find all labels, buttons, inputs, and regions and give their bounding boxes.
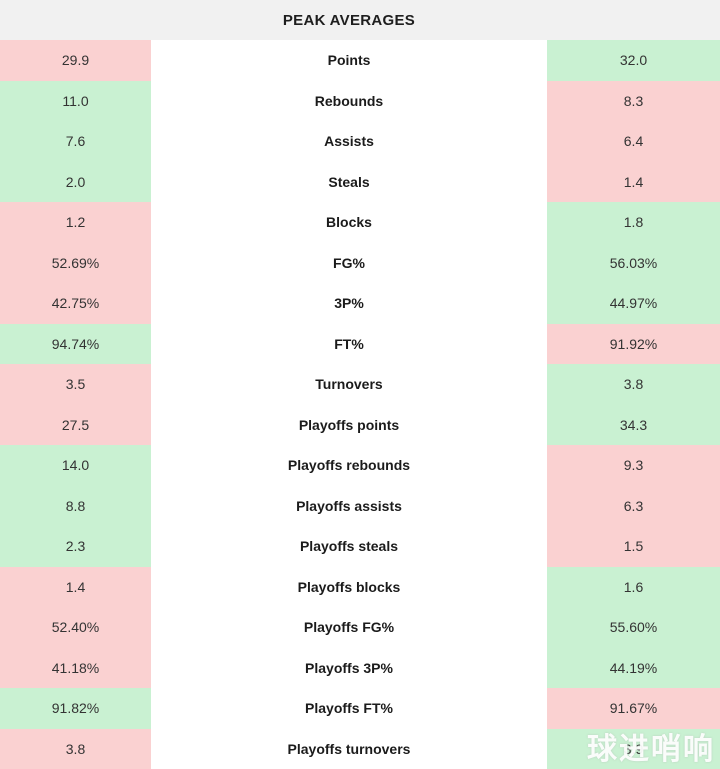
- left-value-cell: 3.5: [0, 364, 151, 405]
- right-value-cell: 44.19%: [547, 647, 720, 688]
- stat-label: Points: [151, 40, 547, 81]
- stat-row: 41.18% Playoffs 3P% 44.19%: [0, 647, 720, 688]
- right-value-cell: 3.9: [547, 728, 720, 769]
- stat-label: Assists: [151, 121, 547, 162]
- right-value-cell: 6.3: [547, 485, 720, 526]
- left-value-cell: 91.82%: [0, 688, 151, 729]
- stat-label: Playoffs steals: [151, 526, 547, 567]
- stat-label: FT%: [151, 323, 547, 364]
- table-header: PEAK AVERAGES: [0, 0, 720, 40]
- right-value-cell: 91.92%: [547, 323, 720, 364]
- stat-row: 1.2 Blocks 1.8: [0, 202, 720, 243]
- left-value-cell: 8.8: [0, 485, 151, 526]
- stat-row: 8.8 Playoffs assists 6.3: [0, 485, 720, 526]
- stat-row: 91.82% Playoffs FT% 91.67%: [0, 688, 720, 729]
- stat-row: 42.75% 3P% 44.97%: [0, 283, 720, 324]
- left-value-cell: 11.0: [0, 80, 151, 121]
- header-left-spacer: [0, 0, 151, 40]
- left-value-cell: 52.69%: [0, 242, 151, 283]
- stat-row: 2.3 Playoffs steals 1.5: [0, 526, 720, 567]
- left-value-cell: 27.5: [0, 404, 151, 445]
- stat-label: Blocks: [151, 202, 547, 243]
- left-value-cell: 1.4: [0, 566, 151, 607]
- stat-row: 29.9 Points 32.0: [0, 40, 720, 81]
- left-value-cell: 1.2: [0, 202, 151, 243]
- stat-row: 52.69% FG% 56.03%: [0, 242, 720, 283]
- stat-label: Playoffs blocks: [151, 566, 547, 607]
- page-title: PEAK AVERAGES: [282, 11, 416, 29]
- right-value-cell: 1.5: [547, 526, 720, 567]
- right-value-cell: 1.4: [547, 161, 720, 202]
- stat-label: FG%: [151, 242, 547, 283]
- right-value-cell: 55.60%: [547, 607, 720, 648]
- left-value-cell: 2.0: [0, 161, 151, 202]
- stat-label: 3P%: [151, 283, 547, 324]
- left-value-cell: 2.3: [0, 526, 151, 567]
- stat-row: 1.4 Playoffs blocks 1.6: [0, 566, 720, 607]
- stat-label: Playoffs turnovers: [151, 728, 547, 769]
- right-value-cell: 6.4: [547, 121, 720, 162]
- left-value-cell: 42.75%: [0, 283, 151, 324]
- stat-rows: 29.9 Points 32.0 11.0 Rebounds 8.3 7.6 A…: [0, 40, 720, 769]
- right-value-cell: 1.8: [547, 202, 720, 243]
- stat-label: Playoffs rebounds: [151, 445, 547, 486]
- left-value-cell: 29.9: [0, 40, 151, 81]
- right-value-cell: 56.03%: [547, 242, 720, 283]
- left-value-cell: 7.6: [0, 121, 151, 162]
- stat-label: Rebounds: [151, 80, 547, 121]
- right-value-cell: 1.6: [547, 566, 720, 607]
- stat-label: Playoffs FT%: [151, 688, 547, 729]
- stat-label: Playoffs points: [151, 404, 547, 445]
- stat-label: Turnovers: [151, 364, 547, 405]
- right-value-cell: 91.67%: [547, 688, 720, 729]
- left-value-cell: 52.40%: [0, 607, 151, 648]
- right-value-cell: 3.8: [547, 364, 720, 405]
- stat-label: Steals: [151, 161, 547, 202]
- stat-row: 27.5 Playoffs points 34.3: [0, 404, 720, 445]
- stat-label: Playoffs 3P%: [151, 647, 547, 688]
- stat-row: 94.74% FT% 91.92%: [0, 323, 720, 364]
- stat-row: 52.40% Playoffs FG% 55.60%: [0, 607, 720, 648]
- stat-row: 7.6 Assists 6.4: [0, 121, 720, 162]
- right-value-cell: 34.3: [547, 404, 720, 445]
- header-right-spacer: [547, 0, 720, 40]
- stat-row: 11.0 Rebounds 8.3: [0, 80, 720, 121]
- stat-row: 3.5 Turnovers 3.8: [0, 364, 720, 405]
- stat-row: 3.8 Playoffs turnovers 3.9: [0, 728, 720, 769]
- right-value-cell: 32.0: [547, 40, 720, 81]
- left-value-cell: 41.18%: [0, 647, 151, 688]
- stat-row: 2.0 Steals 1.4: [0, 161, 720, 202]
- right-value-cell: 8.3: [547, 80, 720, 121]
- right-value-cell: 44.97%: [547, 283, 720, 324]
- stat-label: Playoffs assists: [151, 485, 547, 526]
- left-value-cell: 94.74%: [0, 323, 151, 364]
- left-value-cell: 3.8: [0, 728, 151, 769]
- stat-row: 14.0 Playoffs rebounds 9.3: [0, 445, 720, 486]
- stat-label: Playoffs FG%: [151, 607, 547, 648]
- left-value-cell: 14.0: [0, 445, 151, 486]
- right-value-cell: 9.3: [547, 445, 720, 486]
